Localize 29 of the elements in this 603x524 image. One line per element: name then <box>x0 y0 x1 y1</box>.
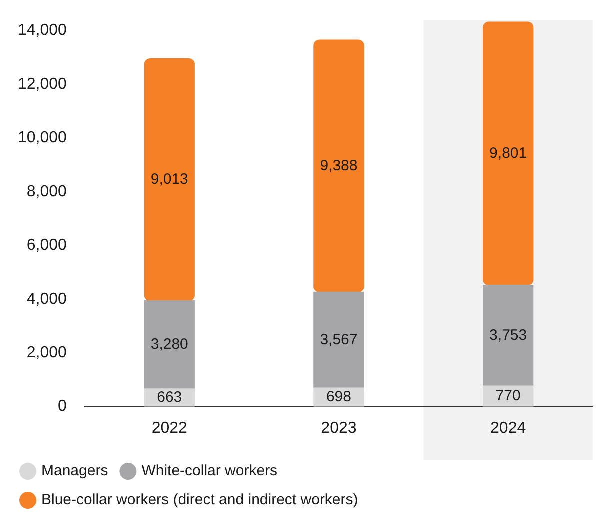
y-tick-label: 4,000 <box>26 290 68 308</box>
y-tick-label: 12,000 <box>18 76 68 93</box>
data-label: 3,567 <box>320 331 358 348</box>
legend-label: White-collar workers <box>142 462 278 480</box>
bar <box>314 292 364 388</box>
data-label: 3,280 <box>150 336 188 354</box>
y-tick-label: 2,000 <box>26 344 68 362</box>
bar <box>482 284 534 386</box>
legend-label: Blue-collar workers (direct and indirect workers) <box>42 492 358 509</box>
x-tick-label: 2022 <box>152 420 188 437</box>
data-label: 698 <box>326 388 352 406</box>
bar <box>144 58 195 302</box>
x-tick-label: 2023 <box>321 420 357 437</box>
data-label: 9,388 <box>320 157 358 174</box>
y-tick-label: 0 <box>58 398 68 416</box>
data-label: 3,753 <box>490 326 528 344</box>
y-tick-label: 14,000 <box>18 22 68 40</box>
data-label: 770 <box>496 388 521 405</box>
x-tick-label: 2024 <box>490 420 526 437</box>
y-tick-label: 6,000 <box>26 237 68 254</box>
bar <box>144 300 195 390</box>
data-label: 9,013 <box>150 170 188 188</box>
bar <box>482 22 534 286</box>
legend-label: Managers <box>42 462 108 480</box>
data-label: 9,801 <box>490 144 528 162</box>
data-label: 663 <box>157 389 182 406</box>
y-tick-label: 10,000 <box>18 130 68 147</box>
y-tick-label: 8,000 <box>26 183 68 200</box>
bar <box>314 40 364 293</box>
